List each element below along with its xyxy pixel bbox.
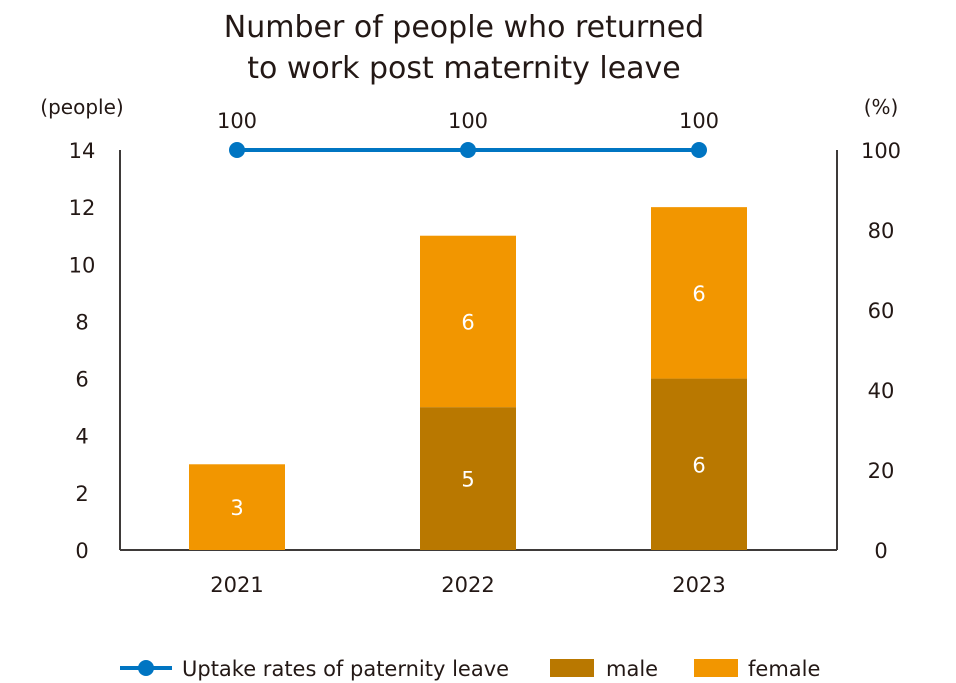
- right-tick-label: 100: [861, 139, 901, 163]
- legend-male-swatch: [550, 659, 594, 677]
- right-tick-label: 20: [868, 459, 895, 483]
- bar-value-label: 5: [461, 468, 474, 492]
- x-tick-label: 2023: [672, 573, 725, 597]
- left-tick-label: 8: [75, 310, 88, 334]
- legend-label-line: Uptake rates of paternity leave: [182, 657, 509, 681]
- legend-label-female: female: [748, 657, 820, 681]
- bar-female: [651, 207, 747, 379]
- bar-male: [651, 378, 747, 550]
- left-axis-unit: (people): [40, 95, 123, 119]
- legend: Uptake rates of paternity leave male femal…: [120, 657, 820, 681]
- bar-female: [420, 235, 516, 408]
- chart-title-line-2: to work post maternity leave: [247, 51, 681, 86]
- left-tick-label: 14: [69, 139, 96, 163]
- legend-label-male: male: [606, 657, 658, 681]
- right-tick-label: 40: [868, 379, 895, 403]
- x-tick-label: 2022: [441, 573, 494, 597]
- bar-value-label: 6: [461, 310, 474, 334]
- bar-value-label: 6: [692, 282, 705, 306]
- bar-value-label: 6: [692, 453, 705, 477]
- left-tick-label: 0: [75, 539, 88, 563]
- rate-value-label: 100: [679, 109, 719, 133]
- left-tick-label: 12: [69, 196, 96, 220]
- bar-male: [420, 407, 516, 550]
- left-tick-label: 4: [75, 425, 88, 449]
- rate-value-label: 100: [217, 109, 257, 133]
- legend-line-marker: [138, 660, 154, 676]
- bar-value-label: 3: [230, 496, 243, 520]
- chart-title-line-1: Number of people who returned: [224, 10, 704, 45]
- left-tick-label: 10: [69, 253, 96, 277]
- plot-area: 0 2 4 6 8 10 12 14 0 20 40 60 80 100 2021 2022 2023 3 5 6 6 6…: [69, 109, 901, 597]
- left-tick-label: 6: [75, 368, 88, 392]
- rate-point: [229, 142, 245, 158]
- x-tick-label: 2021: [210, 573, 263, 597]
- right-tick-label: 0: [874, 539, 887, 563]
- rate-value-label: 100: [448, 109, 488, 133]
- legend-female-swatch: [694, 659, 738, 677]
- bar-female: [189, 464, 285, 550]
- right-tick-label: 60: [868, 299, 895, 323]
- left-tick-label: 2: [75, 482, 88, 506]
- right-axis-unit: (%): [864, 95, 899, 119]
- rate-point: [691, 142, 707, 158]
- rate-point: [460, 142, 476, 158]
- right-tick-label: 80: [868, 219, 895, 243]
